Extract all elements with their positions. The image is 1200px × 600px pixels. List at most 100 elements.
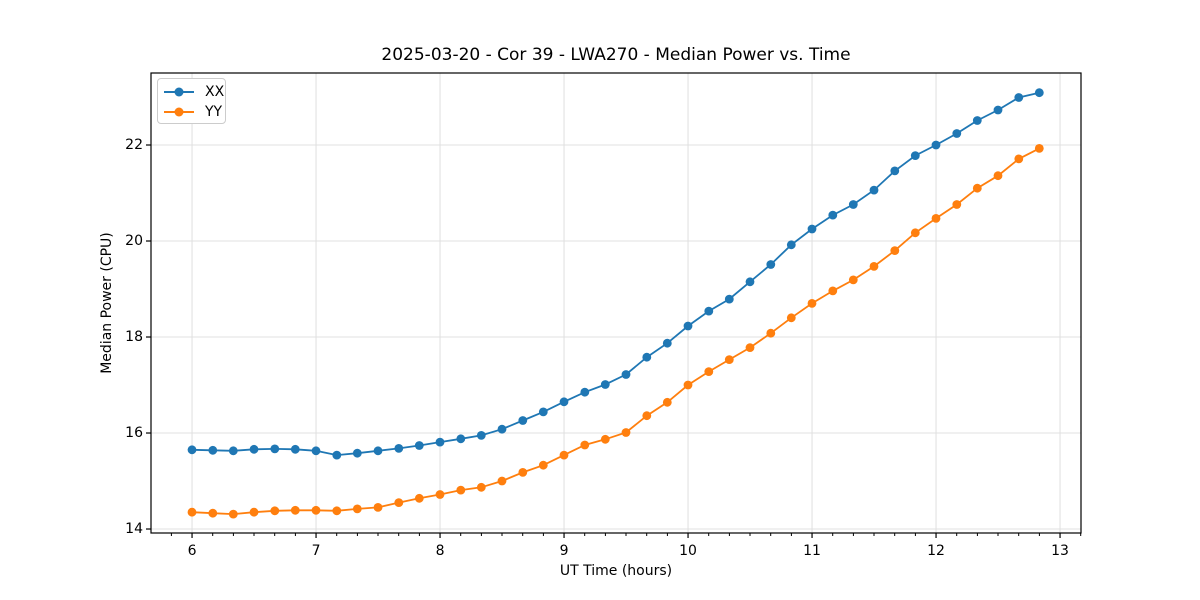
data-point-yy <box>249 507 259 517</box>
data-point-xx <box>1034 88 1044 98</box>
data-point-xx <box>228 446 238 456</box>
data-point-xx <box>993 105 1003 115</box>
data-point-xx <box>828 210 838 220</box>
data-point-yy <box>724 355 734 364</box>
data-point-xx <box>704 306 714 316</box>
data-point-yy <box>848 275 858 285</box>
data-point-xx <box>311 446 321 456</box>
data-point-yy <box>745 343 755 352</box>
data-point-xx <box>456 434 466 444</box>
data-point-xx <box>621 370 631 379</box>
data-point-yy <box>394 498 404 507</box>
x-tick-label: 10 <box>679 543 697 559</box>
data-point-xx <box>373 446 383 456</box>
data-point-xx <box>559 397 569 407</box>
data-point-yy <box>414 493 424 503</box>
x-tick-label: 6 <box>187 543 197 559</box>
y-axis-label: Median Power (CPU) <box>99 232 115 374</box>
data-point-yy <box>600 434 610 444</box>
data-point-yy <box>869 262 879 271</box>
data-point-xx <box>249 444 259 454</box>
data-point-xx <box>600 380 610 389</box>
y-tick-label: 22 <box>125 137 143 153</box>
data-point-yy <box>662 397 672 407</box>
data-point-xx <box>910 151 920 161</box>
data-point-yy <box>435 490 445 499</box>
data-point-xx <box>766 260 776 269</box>
y-tick-label: 20 <box>125 233 143 249</box>
data-point-yy <box>476 482 486 492</box>
data-point-xx <box>1014 93 1024 102</box>
data-point-xx <box>745 277 755 287</box>
data-point-yy <box>270 506 280 516</box>
x-tick-label: 12 <box>927 543 945 559</box>
data-point-yy <box>290 505 300 515</box>
data-point-yy <box>766 328 776 338</box>
data-point-yy <box>373 503 383 512</box>
data-point-xx <box>352 448 362 458</box>
data-point-yy <box>704 367 714 376</box>
x-tick-label: 7 <box>311 543 321 559</box>
data-point-xx <box>869 185 879 195</box>
chart-title: 2025-03-20 - Cor 39 - LWA270 - Median Po… <box>381 45 851 65</box>
data-point-yy <box>208 508 218 518</box>
y-tick-label: 16 <box>125 425 143 441</box>
data-point-xx <box>290 444 300 454</box>
x-tick-label: 13 <box>1051 543 1069 559</box>
series-line-xx <box>191 91 1040 457</box>
legend: XX YY <box>157 78 226 124</box>
legend-label-yy: YY <box>205 104 223 120</box>
data-point-xx <box>724 294 734 304</box>
data-point-xx <box>518 416 528 425</box>
legend-label-xx: XX <box>205 84 225 100</box>
data-point-xx <box>890 166 900 176</box>
x-tick-label: 11 <box>803 543 821 559</box>
data-point-yy <box>931 214 941 223</box>
data-point-xx <box>187 445 197 455</box>
data-point-yy <box>910 228 920 238</box>
data-point-yy <box>952 200 962 209</box>
data-point-yy <box>972 183 982 193</box>
data-point-yy <box>993 171 1003 181</box>
data-point-xx <box>435 437 445 447</box>
xx-line-sample <box>164 87 194 97</box>
data-point-yy <box>456 485 466 495</box>
data-point-xx <box>270 444 280 454</box>
data-point-yy <box>352 504 362 514</box>
data-point-yy <box>807 299 817 308</box>
data-point-yy <box>1034 144 1044 153</box>
data-point-yy <box>580 440 590 450</box>
data-point-xx <box>394 444 404 453</box>
legend-entry-yy: YY <box>164 102 225 122</box>
yy-marker-sample <box>174 107 184 117</box>
data-point-xx <box>683 321 693 331</box>
data-point-xx <box>972 116 982 125</box>
data-point-yy <box>332 506 342 516</box>
series-line-yy <box>191 147 1040 516</box>
data-point-xx <box>497 424 507 434</box>
x-axis-label: UT Time (hours) <box>559 563 673 579</box>
data-point-yy <box>642 411 652 421</box>
data-point-yy <box>518 468 528 477</box>
data-point-yy <box>828 286 838 296</box>
data-point-xx <box>786 240 796 250</box>
yy-line-sample <box>164 107 194 117</box>
data-point-xx <box>332 450 342 460</box>
data-point-xx <box>931 140 941 150</box>
xx-marker-sample <box>174 87 184 97</box>
data-point-yy <box>228 509 238 519</box>
legend-entry-xx: XX <box>164 82 225 102</box>
data-point-yy <box>890 246 900 256</box>
data-point-yy <box>538 460 548 470</box>
data-point-yy <box>311 505 321 515</box>
data-point-xx <box>642 352 652 362</box>
data-point-xx <box>208 445 218 455</box>
data-point-yy <box>683 380 693 390</box>
data-point-xx <box>538 407 548 417</box>
data-point-yy <box>559 450 569 460</box>
axes-spines <box>150 72 1082 534</box>
data-point-yy <box>786 313 796 323</box>
x-tick-label: 8 <box>435 543 445 559</box>
data-point-xx <box>848 200 858 209</box>
